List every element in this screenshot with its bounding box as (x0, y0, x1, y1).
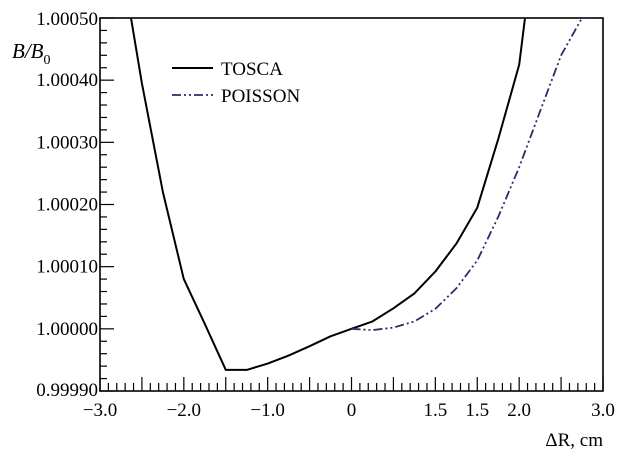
y-tick-label: 1.00010 (36, 257, 98, 278)
legend-label-poisson: POISSON (221, 86, 300, 107)
tick-labels: −3.0 −2.0 −1.0 0 1.5 1.5 2.0 3.0 0.99990 1.00000 1… (36, 9, 615, 421)
axis-labels: B/B0 ΔR, cm (12, 39, 603, 451)
y-tick-label: 1.00030 (36, 132, 98, 153)
legend: TOSCA POISSON (172, 59, 300, 107)
series-line-tosca (130, 18, 526, 371)
plot-frame (99, 17, 604, 392)
x-axis-label: ΔR, cm (545, 430, 603, 451)
y-tick-label: 1.00050 (36, 9, 98, 30)
plot-area-border (99, 17, 604, 392)
x-tick-label: 1.5 (465, 400, 489, 421)
y-tick-label: 1.00020 (36, 195, 98, 216)
x-tick-label: 3.0 (591, 400, 615, 421)
x-tick-label: −2.0 (167, 400, 201, 421)
x-tick-label: −1.0 (250, 400, 284, 421)
y-tick-label: 0.99990 (36, 380, 98, 401)
y-tick-label: 1.00040 (36, 70, 98, 91)
x-tick-label: 0 (347, 400, 357, 421)
x-tick-label: 1.5 (423, 400, 447, 421)
axis-ticks (99, 17, 604, 392)
y-axis-label: B/B0 (12, 39, 51, 68)
y-tick-label: 1.00000 (36, 319, 98, 340)
legend-label-tosca: TOSCA (221, 59, 283, 80)
x-tick-label: 2.0 (507, 400, 531, 421)
x-tick-label: −3.0 (83, 400, 117, 421)
series-line-poisson (351, 18, 591, 331)
series-layer (130, 18, 591, 371)
